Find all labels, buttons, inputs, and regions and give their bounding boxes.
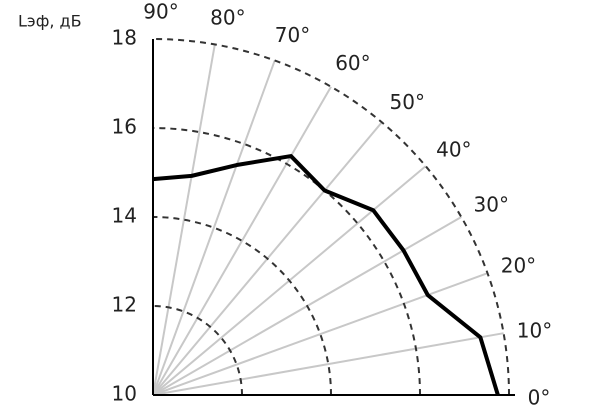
y-tick-label: 12 bbox=[112, 293, 137, 317]
radial-grid-line bbox=[152, 44, 216, 396]
angle-tick-label: 0° bbox=[528, 386, 551, 409]
angle-tick-label: 30° bbox=[474, 193, 509, 217]
angle-tick-label: 10° bbox=[517, 318, 552, 342]
y-tick-label: 16 bbox=[112, 115, 137, 139]
angle-tick-label: 60° bbox=[335, 51, 370, 75]
angle-tick-label: 40° bbox=[436, 137, 471, 161]
arc-grid-line bbox=[152, 127, 421, 396]
angle-tick-label: 20° bbox=[501, 253, 536, 277]
radial-grid-line bbox=[152, 272, 488, 396]
angle-tick-label: 50° bbox=[390, 90, 425, 114]
radial-grid-line bbox=[152, 332, 504, 396]
arc-grid-line bbox=[152, 38, 510, 396]
radial-grid-line bbox=[152, 86, 332, 396]
y-tick-label: 10 bbox=[112, 382, 137, 406]
angle-tick-label: 80° bbox=[210, 5, 245, 29]
y-axis-label: Lэф, дБ bbox=[18, 12, 82, 31]
radial-grid-line bbox=[152, 60, 276, 396]
data-line bbox=[152, 154, 500, 396]
y-tick-label: 18 bbox=[112, 26, 137, 50]
angle-tick-label: 90° bbox=[143, 0, 178, 24]
y-tick-label: 14 bbox=[112, 204, 137, 228]
arc-grid-line bbox=[152, 305, 243, 396]
angle-tick-label: 70° bbox=[275, 23, 310, 47]
